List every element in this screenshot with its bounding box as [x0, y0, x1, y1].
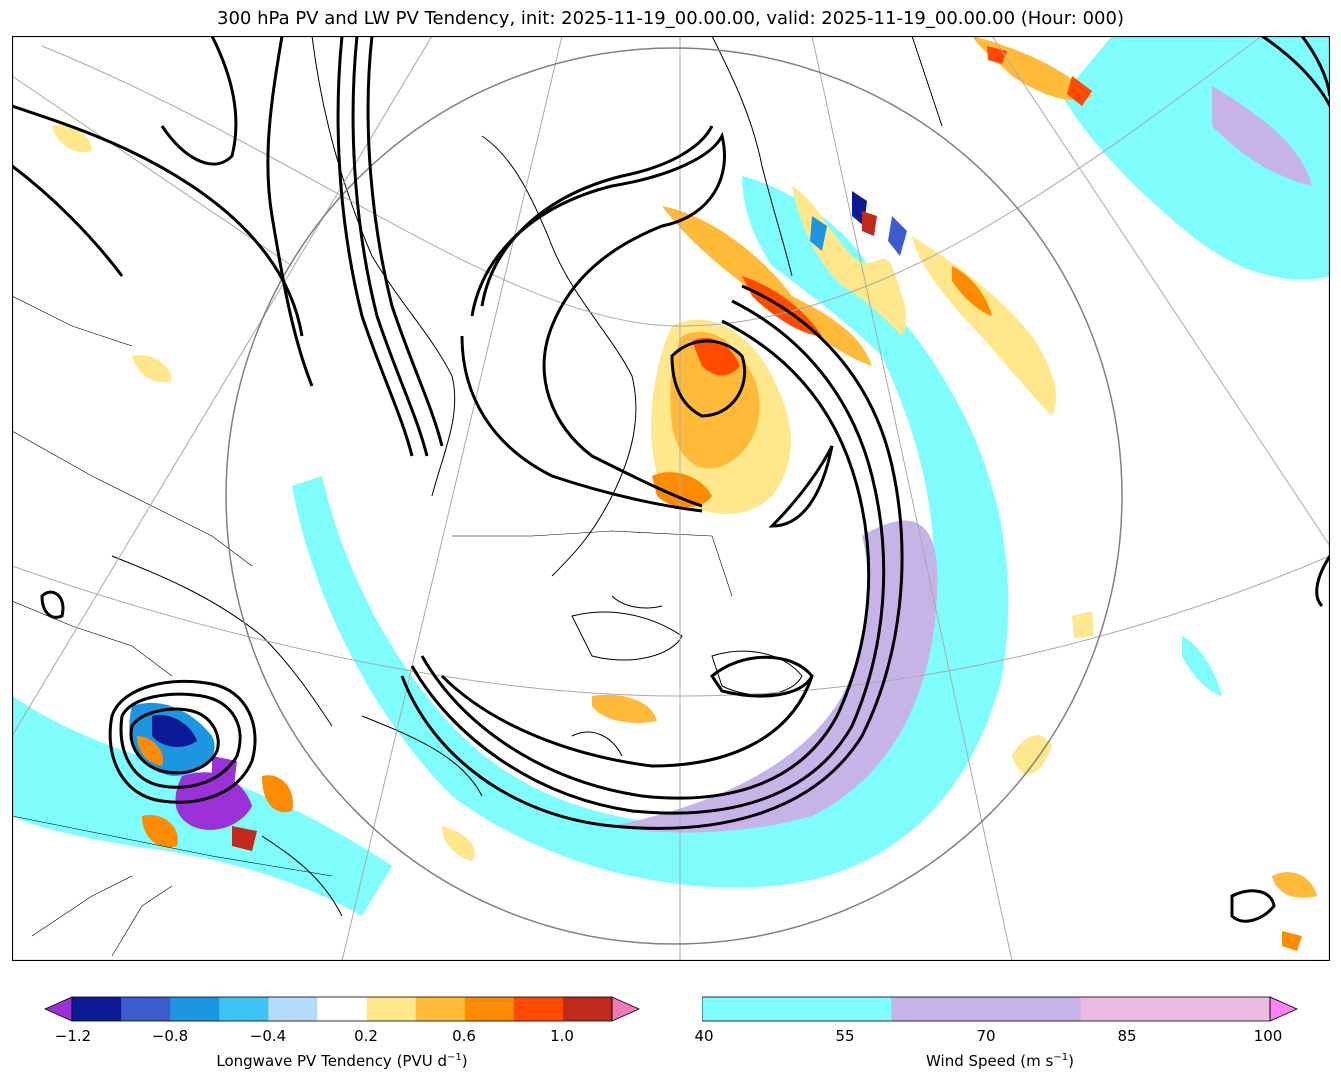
- pv-colorbar-swatch: [170, 997, 220, 1021]
- wind-tick: 100: [1253, 1027, 1283, 1045]
- pv-tick: −0.4: [249, 1027, 287, 1045]
- wind-tick: 70: [976, 1027, 996, 1045]
- pv-colorbar-swatch: [317, 997, 368, 1021]
- pv-colorbar-extend-low: [44, 996, 73, 1022]
- wind-colorbar-frame: [702, 996, 1271, 1022]
- wind-speed-colorbar: [702, 996, 1298, 1022]
- pv-colorbar-swatch: [562, 997, 613, 1021]
- wind-tick: 55: [835, 1027, 855, 1045]
- pv-colorbar-extend-high: [611, 996, 640, 1022]
- map-panel: [12, 36, 1330, 961]
- pv-colorbar-swatch: [464, 997, 515, 1021]
- wind-colorbar-label: Wind Speed (m s−1): [926, 1052, 1074, 1070]
- pv-tick: 1.0: [550, 1027, 574, 1045]
- pv-colorbar-swatch: [415, 997, 466, 1021]
- pv-colorbar-swatch: [513, 997, 564, 1021]
- reference-circle: [225, 47, 1123, 945]
- pv-colorbar-swatch: [121, 997, 171, 1021]
- pv-tick: 0.2: [354, 1027, 378, 1045]
- pv-tick: −1.2: [54, 1027, 92, 1045]
- pv-colorbar-label: Longwave PV Tendency (PVU d−1): [216, 1052, 468, 1070]
- pv-colorbar-swatch: [72, 997, 122, 1021]
- pv-colorbar-swatch: [366, 997, 417, 1021]
- wind-colorbar-swatch: [891, 997, 1082, 1021]
- map-frame: [12, 36, 1330, 961]
- pv-colorbar-swatch: [268, 997, 318, 1021]
- wind-tick: 40: [694, 1027, 714, 1045]
- pv-tendency-shading: [52, 36, 1317, 951]
- pv-tick: −0.8: [151, 1027, 189, 1045]
- political-borders: [12, 295, 733, 957]
- wind-colorbar-extend-high: [1269, 996, 1298, 1022]
- pv-colorbar-swatch: [219, 997, 269, 1021]
- wind-colorbar-swatch: [702, 997, 892, 1021]
- pv-contours: [12, 36, 1330, 923]
- coastlines: [111, 36, 943, 917]
- wind-colorbar-swatch: [1080, 997, 1271, 1021]
- pv-tendency-colorbar: [44, 996, 640, 1022]
- pv-tick: 0.6: [452, 1027, 476, 1045]
- map-title: 300 hPa PV and LW PV Tendency, init: 202…: [217, 8, 1124, 29]
- pv-colorbar-frame: [71, 996, 613, 1022]
- wind-tick: 85: [1117, 1027, 1137, 1045]
